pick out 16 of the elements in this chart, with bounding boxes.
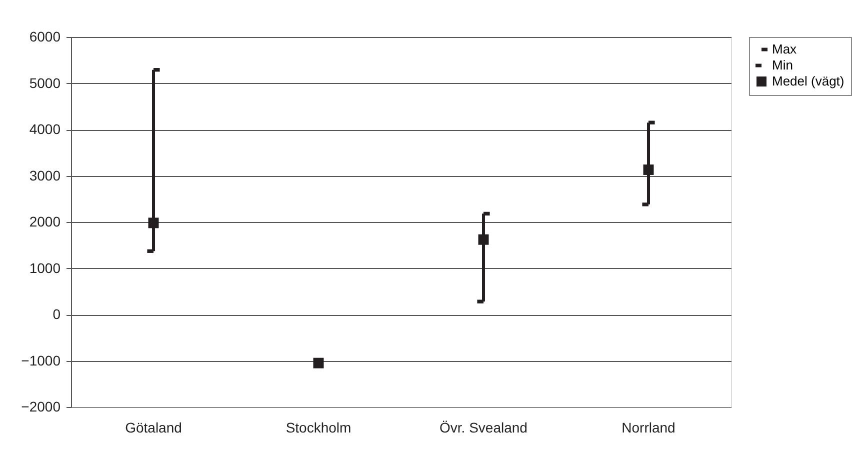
legend-label: Min: [772, 58, 793, 72]
y-tick-label: 3000: [29, 167, 61, 184]
y-tick-label: 5000: [29, 74, 61, 91]
y-tick-label: 6000: [29, 28, 61, 44]
x-tick-label: Stockholm: [286, 420, 352, 436]
x-tick-label: Götaland: [125, 420, 182, 436]
y-tick-label: 4000: [29, 121, 61, 137]
legend-label: Max: [772, 42, 798, 56]
y-tick-label: 1000: [29, 260, 61, 276]
x-tick-label: Övr. Svealand: [440, 420, 528, 436]
y-tick-label: 0: [52, 306, 61, 322]
legend-label: Medel (vägt): [772, 74, 844, 88]
y-tick-label: −1000: [21, 352, 61, 368]
y-tick-label: −2000: [21, 398, 61, 414]
y-tick-label: 2000: [29, 214, 61, 230]
x-tick-label: Norrland: [622, 420, 676, 436]
